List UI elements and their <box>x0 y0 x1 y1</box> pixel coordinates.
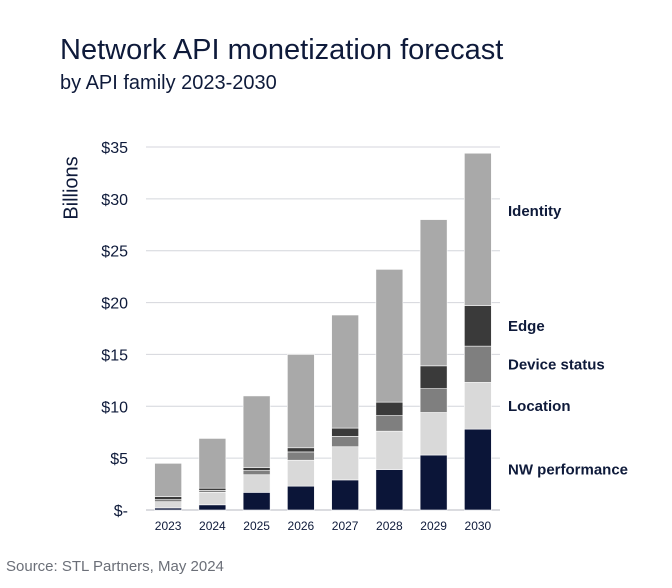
x-tick-label: 2023 <box>155 519 182 533</box>
bar-segment-location-2025 <box>242 474 271 493</box>
bar-segment-edge-2023 <box>154 496 182 500</box>
bar-segment-location-2028 <box>375 430 404 470</box>
x-tick-label: 2029 <box>420 519 447 533</box>
x-tick-label: 2030 <box>465 519 492 533</box>
y-tick-label: $25 <box>101 244 128 261</box>
bar-segment-device-status-2030 <box>464 345 492 383</box>
bar-segment-nw-performance-2029 <box>419 454 448 511</box>
bar-segment-identity-2025 <box>242 395 271 468</box>
x-tick-label: 2024 <box>199 519 226 533</box>
bar-segment-location-2030 <box>464 382 492 430</box>
bar-segment-location-2026 <box>287 459 315 487</box>
bar-segment-device-status-2029 <box>419 388 448 413</box>
bar-segment-location-2024 <box>198 492 227 506</box>
bar-segment-edge-2028 <box>375 401 404 416</box>
y-tick-label: $- <box>114 503 128 520</box>
bar-segment-device-status-2026 <box>287 451 315 461</box>
bar-segment-nw-performance-2023 <box>154 507 182 511</box>
bar-segment-identity-2026 <box>287 354 315 449</box>
y-tick-label: $35 <box>101 140 128 157</box>
bar-segment-identity-2027 <box>331 314 359 429</box>
bar-segment-identity-2028 <box>375 269 404 403</box>
x-tick-label: 2026 <box>288 519 315 533</box>
x-tick-label: 2025 <box>243 519 270 533</box>
bar-segment-nw-performance-2024 <box>198 504 227 511</box>
bar-segment-edge-2024 <box>198 487 227 491</box>
chart-subtitle: by API family 2023-2030 <box>60 72 277 94</box>
bar-segment-location-2023 <box>154 501 182 509</box>
bar-segment-device-status-2023 <box>154 499 182 503</box>
legend-label-edge: Edge <box>508 318 545 335</box>
y-tick-label: $20 <box>101 296 128 313</box>
bar-segment-nw-performance-2027 <box>331 479 359 511</box>
y-tick-label: $15 <box>101 347 128 364</box>
bar-segment-edge-2026 <box>287 447 315 453</box>
bar-segment-edge-2027 <box>331 427 359 437</box>
bar-segment-device-status-2024 <box>198 489 227 493</box>
chart-title: Network API monetization forecast <box>60 34 504 66</box>
bar-segment-identity-2030 <box>464 152 492 306</box>
legend-label-device-status: Device status <box>508 356 605 373</box>
bar-segment-edge-2025 <box>242 467 271 471</box>
x-tick-label: 2028 <box>376 519 403 533</box>
bar-segment-location-2029 <box>419 412 448 456</box>
bar-segment-device-status-2027 <box>331 436 359 448</box>
y-tick-label: $30 <box>101 192 128 209</box>
bar-segment-edge-2029 <box>419 365 448 389</box>
bar-segment-identity-2029 <box>419 219 448 367</box>
bar-segment-device-status-2025 <box>242 470 271 476</box>
legend-label-location: Location <box>508 398 571 415</box>
source-note: Source: STL Partners, May 2024 <box>6 558 224 575</box>
bar-segment-identity-2023 <box>154 463 182 497</box>
legend-label-nw-performance: NW performance <box>508 462 628 479</box>
y-tick-label: $10 <box>101 399 128 416</box>
bar-segment-nw-performance-2025 <box>242 492 271 511</box>
x-tick-label: 2027 <box>332 519 359 533</box>
bar-segment-device-status-2028 <box>375 415 404 432</box>
legend-label-identity: Identity <box>508 203 562 220</box>
bar-segment-nw-performance-2028 <box>375 469 404 511</box>
bar-segment-edge-2030 <box>464 305 492 347</box>
bar-segment-nw-performance-2026 <box>287 485 315 511</box>
bar-segment-identity-2024 <box>198 438 227 489</box>
bar-segment-location-2027 <box>331 446 359 481</box>
y-tick-label: $5 <box>110 451 128 468</box>
bar-segment-nw-performance-2030 <box>464 428 492 511</box>
